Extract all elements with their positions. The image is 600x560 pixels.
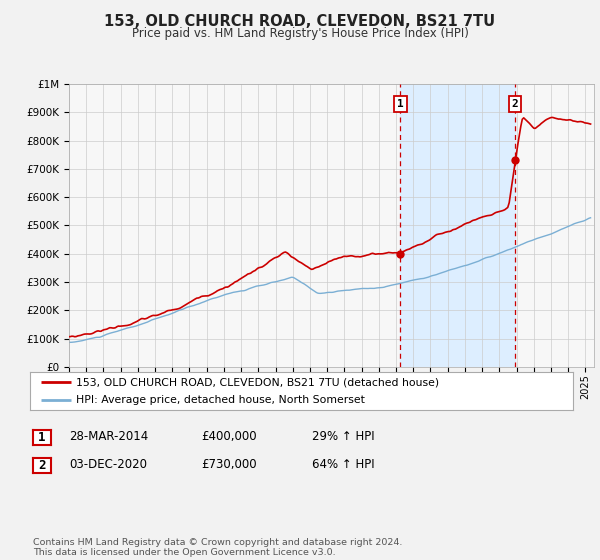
Text: 2: 2 xyxy=(38,459,46,472)
Text: Contains HM Land Registry data © Crown copyright and database right 2024.
This d: Contains HM Land Registry data © Crown c… xyxy=(33,538,403,557)
Text: 153, OLD CHURCH ROAD, CLEVEDON, BS21 7TU: 153, OLD CHURCH ROAD, CLEVEDON, BS21 7TU xyxy=(104,14,496,29)
Text: 1: 1 xyxy=(397,99,404,109)
Text: 153, OLD CHURCH ROAD, CLEVEDON, BS21 7TU (detached house): 153, OLD CHURCH ROAD, CLEVEDON, BS21 7TU… xyxy=(76,377,439,387)
Text: HPI: Average price, detached house, North Somerset: HPI: Average price, detached house, Nort… xyxy=(76,395,365,405)
Text: 1: 1 xyxy=(38,431,46,444)
Text: 28-MAR-2014: 28-MAR-2014 xyxy=(69,430,148,444)
Text: 03-DEC-2020: 03-DEC-2020 xyxy=(69,458,147,472)
Text: 2: 2 xyxy=(512,99,518,109)
Text: 64% ↑ HPI: 64% ↑ HPI xyxy=(312,458,374,472)
Text: £400,000: £400,000 xyxy=(201,430,257,444)
Text: 29% ↑ HPI: 29% ↑ HPI xyxy=(312,430,374,444)
Text: £730,000: £730,000 xyxy=(201,458,257,472)
Text: Price paid vs. HM Land Registry's House Price Index (HPI): Price paid vs. HM Land Registry's House … xyxy=(131,27,469,40)
Bar xyxy=(400,84,515,367)
